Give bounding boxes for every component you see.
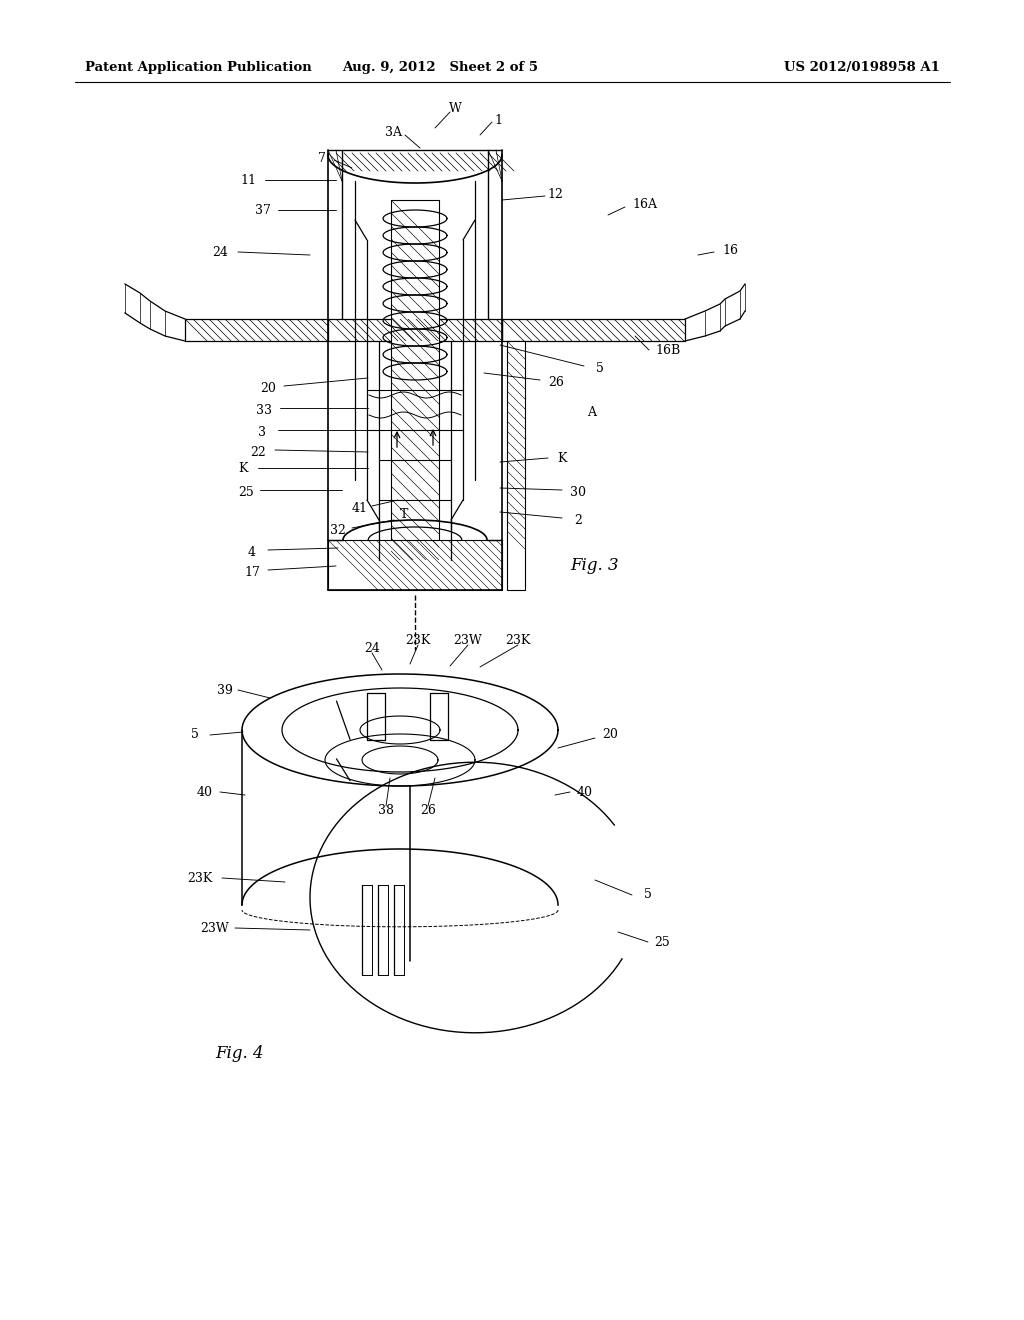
Text: US 2012/0198958 A1: US 2012/0198958 A1 [784, 62, 940, 74]
Text: 24: 24 [212, 246, 228, 259]
Text: 22: 22 [250, 446, 266, 458]
Text: 33: 33 [256, 404, 272, 417]
Text: A: A [588, 405, 597, 418]
Text: 37: 37 [255, 203, 271, 216]
Text: 12: 12 [547, 189, 563, 202]
Text: Fig. 3: Fig. 3 [570, 557, 620, 573]
Text: 30: 30 [570, 486, 586, 499]
Text: 7: 7 [318, 152, 326, 165]
Text: 38: 38 [378, 804, 394, 817]
Text: 4: 4 [248, 545, 256, 558]
Text: 16: 16 [722, 243, 738, 256]
Text: 26: 26 [420, 804, 436, 817]
Text: 5: 5 [191, 729, 199, 742]
Text: W: W [449, 102, 462, 115]
Text: Aug. 9, 2012   Sheet 2 of 5: Aug. 9, 2012 Sheet 2 of 5 [342, 62, 538, 74]
Text: 26: 26 [548, 375, 564, 388]
Text: 1: 1 [494, 114, 502, 127]
Polygon shape [502, 319, 685, 341]
Text: 23K: 23K [505, 634, 530, 647]
Text: 23K: 23K [187, 871, 213, 884]
Polygon shape [391, 201, 439, 560]
Text: 16A: 16A [633, 198, 657, 211]
Polygon shape [507, 341, 525, 590]
Text: 25: 25 [654, 936, 670, 949]
Text: 3A: 3A [384, 127, 401, 140]
Text: Fig. 4: Fig. 4 [216, 1044, 264, 1061]
Text: 39: 39 [217, 684, 232, 697]
Text: 24: 24 [365, 642, 380, 655]
Text: 41: 41 [352, 502, 368, 515]
Text: 5: 5 [596, 362, 604, 375]
Text: 32: 32 [330, 524, 346, 536]
Text: K: K [557, 451, 566, 465]
Text: 20: 20 [602, 729, 617, 742]
Text: 23W: 23W [201, 921, 229, 935]
Text: 23W: 23W [454, 634, 482, 647]
Text: 5: 5 [644, 888, 652, 902]
Text: T: T [399, 508, 409, 521]
Text: 20: 20 [260, 381, 275, 395]
Text: K: K [239, 462, 248, 474]
Text: 40: 40 [197, 785, 213, 799]
Text: 17: 17 [244, 565, 260, 578]
Text: 23K: 23K [406, 634, 431, 647]
Text: 25: 25 [239, 486, 254, 499]
Polygon shape [328, 319, 502, 341]
Text: Patent Application Publication: Patent Application Publication [85, 62, 311, 74]
Text: 2: 2 [574, 513, 582, 527]
Text: 40: 40 [577, 785, 593, 799]
Polygon shape [328, 540, 502, 590]
Text: 3: 3 [258, 425, 266, 438]
Text: 16B: 16B [655, 343, 681, 356]
Polygon shape [185, 319, 328, 341]
Text: 11: 11 [240, 173, 256, 186]
